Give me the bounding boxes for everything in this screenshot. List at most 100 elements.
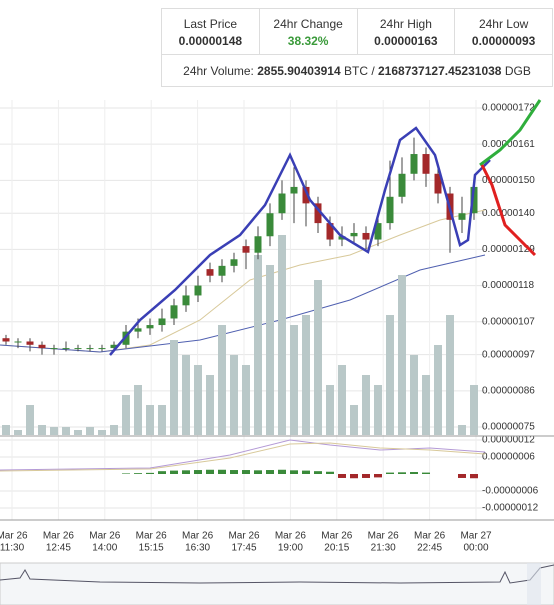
x-tick-date: Mar 26 [89, 531, 121, 542]
drawn-projection-up [479, 99, 542, 167]
volume-bar [242, 365, 250, 435]
macd-bar [266, 470, 274, 474]
macd-bar [182, 470, 190, 474]
x-tick-date: Mar 26 [136, 531, 168, 542]
y-tick-label: 0.00000097 [482, 349, 535, 360]
volume-bar [398, 275, 406, 435]
volume-bar [254, 255, 262, 435]
candle-body [362, 232, 370, 240]
macd-bar [314, 471, 322, 474]
macd-bar [398, 472, 406, 474]
volume-bar [410, 355, 418, 435]
x-tick-time: 20:15 [324, 543, 349, 554]
macd-bar [254, 470, 262, 474]
volume-bar [386, 315, 394, 435]
volume-bar [434, 345, 442, 435]
volume-bar [122, 395, 130, 435]
volume-bar [290, 325, 298, 435]
macd-bar [326, 471, 334, 474]
x-tick-date: Mar 26 [228, 531, 260, 542]
volume-bar [170, 340, 178, 435]
candle-body [170, 305, 178, 319]
volume-bar [38, 425, 46, 435]
candle-body [62, 348, 70, 350]
volume-bar [446, 315, 454, 435]
candle-body [398, 173, 406, 197]
macd-bar [458, 474, 466, 478]
x-tick-time: 19:00 [278, 543, 303, 554]
stat-label: Last Price [183, 17, 238, 31]
macd-line [0, 439, 486, 471]
candle-body [242, 246, 250, 253]
candle-body [50, 348, 58, 350]
moving-average [0, 254, 486, 353]
x-tick-time: 16:30 [185, 543, 210, 554]
macd-bar [278, 469, 286, 474]
macd-bar [206, 469, 214, 474]
macd-bar [290, 470, 298, 474]
macd-bar [386, 472, 394, 474]
macd-bar [134, 473, 142, 474]
y2-tick-label: -0.00000006 [482, 486, 539, 497]
volume-bar [50, 427, 58, 435]
unit: DGB [504, 64, 531, 78]
candle-body [314, 203, 322, 224]
navigator [0, 562, 554, 605]
candle-body [338, 236, 346, 240]
volume-btc: 2855.90403914 [257, 64, 341, 78]
y-tick-label: 0.00000118 [482, 280, 535, 291]
y-tick-label: 0.00000107 [482, 316, 535, 327]
volume-bar [62, 427, 70, 435]
volume-bar [326, 385, 334, 435]
macd-bar [338, 474, 346, 478]
macd-bar [122, 473, 130, 474]
x-tick-date: Mar 26 [43, 531, 75, 542]
volume-bar [146, 405, 154, 435]
candle-body [2, 338, 10, 342]
stat-value: 38.32% [287, 34, 329, 48]
volume-bar [182, 355, 190, 435]
candle-body [470, 186, 478, 214]
volume-bar [2, 425, 10, 435]
marks [2, 137, 478, 479]
y-tick-label: 0.00000086 [482, 385, 535, 396]
candle-body [278, 193, 286, 214]
x-tick-date: Mar 26 [0, 531, 28, 542]
volume-bar [266, 265, 274, 435]
y-tick-label: 0.00000172 [482, 103, 535, 114]
candle-body [254, 236, 262, 253]
volume-bar [74, 430, 82, 435]
x-tick-time: 00:00 [463, 543, 488, 554]
volume-bar [350, 405, 358, 435]
navigator-window[interactable] [527, 563, 541, 605]
stat-value: 0.00000163 [374, 34, 438, 48]
candle-body [266, 213, 274, 237]
macd-bar [422, 472, 430, 474]
stat-value: 0.00000093 [471, 34, 536, 48]
macd-bar [302, 470, 310, 474]
volume-bar [278, 235, 286, 435]
volume-bar [422, 375, 430, 435]
volume-bar [86, 427, 94, 435]
volume-bar [26, 405, 34, 435]
candle-body [14, 341, 22, 343]
candle-body [374, 223, 382, 240]
candle-body [26, 341, 34, 345]
candle-body [134, 328, 142, 332]
x-tick-time: 11:30 [0, 543, 25, 554]
x-tick-date: Mar 26 [321, 531, 353, 542]
candle-body [386, 196, 394, 224]
stat: 24hr High 0.00000163 [358, 9, 456, 54]
x-tick-time: 17:45 [231, 543, 256, 554]
candle-body [230, 259, 238, 266]
candle-body [302, 186, 310, 204]
volume-bar [314, 280, 322, 435]
candle-body [458, 213, 466, 220]
navigator-line [0, 564, 554, 584]
volume-bar [338, 365, 346, 435]
volume-bar [194, 365, 202, 435]
volume-bar [374, 385, 382, 435]
candle-body [290, 186, 298, 194]
